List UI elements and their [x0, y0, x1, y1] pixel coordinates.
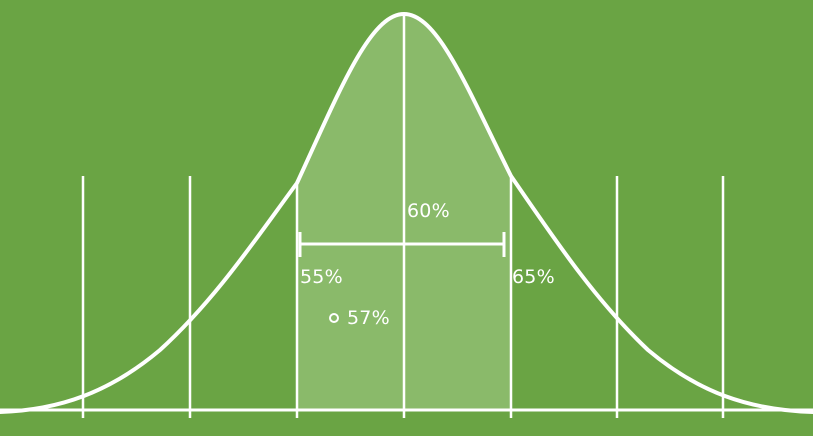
center-label: 60%: [407, 200, 450, 222]
upper-bound-label: 65%: [512, 266, 555, 288]
sample-point-marker: [329, 313, 339, 323]
bell-curve: [0, 11, 813, 414]
sample-label: 57%: [347, 307, 390, 329]
lower-bound-label: 55%: [300, 266, 343, 288]
